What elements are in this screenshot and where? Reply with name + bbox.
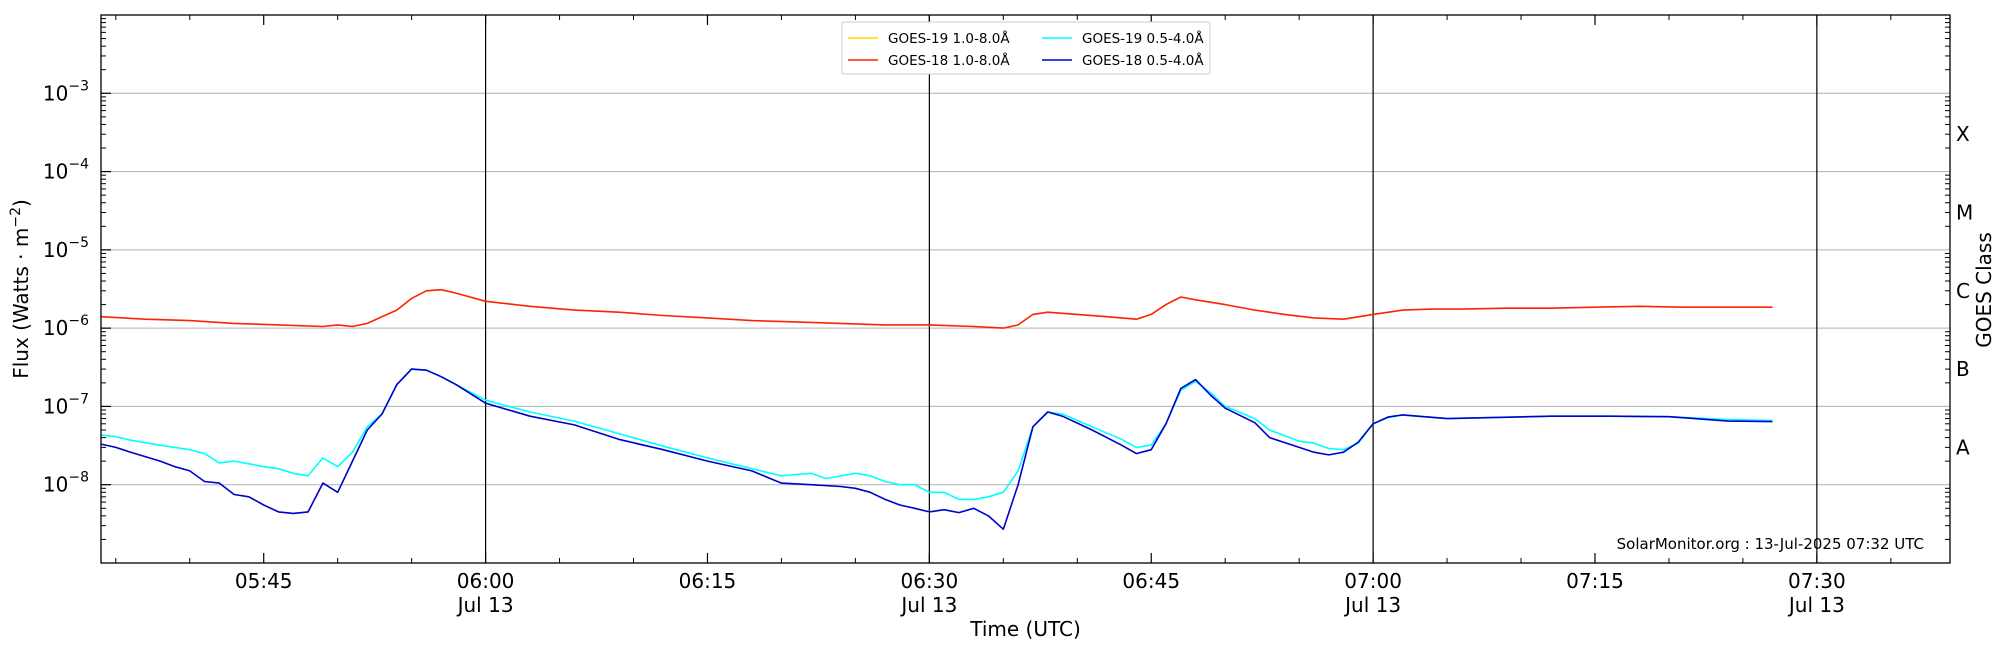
goes-class-label: M: [1956, 201, 1973, 225]
x-axis-label: Time (UTC): [969, 617, 1081, 641]
y-tick-label: 10−3: [43, 78, 89, 105]
credit-text: SolarMonitor.org : 13-Jul-2025 07:32 UTC: [1617, 535, 1924, 553]
plot-frame: [100, 14, 1951, 564]
x-tick-label: 06:15: [679, 569, 737, 593]
series-line-3: [100, 368, 1773, 530]
series-line-2: [100, 368, 1773, 501]
x-tick-label: 06:30: [901, 569, 959, 593]
x-tick-label: 06:00: [457, 569, 515, 593]
y-tick-label: 10−5: [43, 235, 89, 262]
x-tick-label: 07:30: [1788, 569, 1846, 593]
x-tick-date-label: Jul 13: [1787, 593, 1845, 617]
x-tick-label: 05:45: [235, 569, 293, 593]
goes-class-axis-label: GOES Class: [1972, 232, 1996, 348]
legend-label-0: GOES-19 1.0-8.0Å: [888, 30, 1010, 47]
legend-label-1: GOES-18 1.0-8.0Å: [888, 52, 1010, 69]
x-tick-date-label: Jul 13: [899, 593, 957, 617]
goes-class-label: C: [1956, 279, 1970, 303]
day-marker-lines: [484, 15, 1818, 563]
goes-class-label: X: [1956, 122, 1970, 146]
x-tick-date-label: Jul 13: [456, 593, 514, 617]
legend: GOES-19 1.0-8.0Å GOES-18 1.0-8.0Å GOES-19 …: [841, 21, 1211, 75]
y-tick-label: 10−8: [43, 470, 89, 497]
x-tick-date-label: Jul 13: [1343, 593, 1401, 617]
y-tick-label: 10−7: [43, 391, 89, 418]
y-tick-label: 10−4: [43, 157, 89, 184]
series-lines: [100, 288, 1773, 530]
x-tick-label: 07:00: [1344, 569, 1402, 593]
legend-label-2: GOES-19 0.5-4.0Å: [1082, 30, 1204, 47]
grid-lines: [101, 92, 1950, 486]
y-axis-label: Flux (Watts · m−2): [8, 199, 33, 379]
x-tick-label: 06:45: [1122, 569, 1180, 593]
legend-box: [841, 21, 1211, 75]
goes-class-label: A: [1956, 435, 1970, 459]
y-axis-label-exponent: −2: [8, 207, 24, 228]
x-tick-label: 07:15: [1566, 569, 1624, 593]
goes-class-label: B: [1956, 357, 1970, 381]
y-tick-label: 10−6: [43, 313, 89, 340]
legend-label-3: GOES-18 0.5-4.0Å: [1082, 52, 1204, 69]
series-line-1: [100, 288, 1773, 329]
